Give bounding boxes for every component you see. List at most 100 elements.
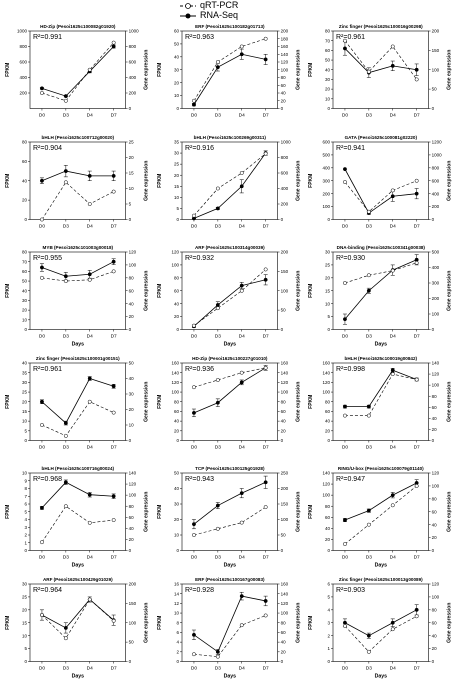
x-tick-label: D4 [238, 665, 244, 671]
qrt-point [63, 98, 68, 103]
left-tick-label: 10 [22, 418, 28, 423]
left-tick-label: 10 [174, 93, 180, 98]
plot-frame [332, 141, 430, 220]
left-axis-label: FPKM [157, 615, 163, 629]
r2-annotation: R²=0.903 [336, 587, 365, 594]
x-tick-label: D0 [342, 223, 348, 229]
left-tick-label: 30 [325, 77, 331, 82]
right-tick-label: 40 [280, 639, 286, 644]
left-tick-label: 200 [323, 191, 331, 196]
right-tick-label: 600 [432, 178, 440, 183]
right-axis-label: Gene expression [144, 160, 150, 200]
left-tick-label: 30 [22, 379, 28, 384]
qrt-point [111, 410, 116, 415]
left-tick-label: 200 [19, 91, 27, 96]
x-tick-label: D7 [414, 113, 420, 119]
right-axis-label: Gene expression [447, 271, 453, 311]
qrt-point [63, 504, 68, 509]
qrt-point [414, 77, 419, 82]
rnaseq-line [41, 261, 114, 277]
x-tick-label: D0 [39, 334, 45, 340]
chart-svg: Zinc finger (Pesoi1625c100013g00089) 0 1 2 3… [308, 577, 453, 680]
qrt-point [367, 649, 371, 654]
rnaseq-point [390, 620, 395, 625]
left-tick-label: 60 [174, 29, 180, 34]
x-tick-label: D4 [87, 665, 93, 671]
right-axis-label: Gene expression [447, 602, 453, 642]
x-axis-label: Days [72, 673, 85, 679]
rnaseq-point [111, 173, 116, 178]
chart-svg: Zinc finger (Pesoi1625c100016g00298) 0 10 2… [308, 24, 453, 119]
left-tick-label: 20 [22, 197, 28, 202]
left-tick-label: 25 [22, 594, 28, 599]
qrt-point [191, 98, 196, 103]
right-tick-label: 0 [432, 217, 435, 222]
qrt-point [40, 540, 44, 545]
left-tick-label: 2 [328, 633, 331, 638]
x-tick-label: D4 [87, 444, 93, 450]
qrt-point [239, 288, 244, 293]
x-tick-label: D3 [63, 665, 69, 671]
right-tick-label: 0 [432, 659, 435, 664]
left-tick-label: 25 [325, 263, 331, 268]
r2-annotation: R²=0.932 [185, 255, 214, 262]
left-tick-label: 600 [323, 139, 331, 144]
x-tick-label: D3 [366, 555, 372, 561]
r2-annotation: R²=0.930 [336, 255, 365, 262]
x-axis-label: Days [375, 342, 388, 348]
x-tick-label: D3 [63, 113, 69, 119]
x-tick-label: D0 [190, 555, 196, 561]
chart-title: ARF (Pesoi1625c100314g00039) [195, 245, 265, 250]
x-tick-label: D4 [390, 223, 396, 229]
right-tick-label: 400 [280, 186, 288, 191]
right-axis-label: Gene expression [144, 271, 150, 311]
chart-title: bHLH (Pesoi1625c100712g00020) [42, 135, 115, 140]
right-tick-label: 120 [280, 379, 288, 384]
right-axis-label: Gene expression [447, 381, 453, 421]
rnaseq-point [239, 52, 244, 57]
rnaseq-point [414, 191, 419, 196]
right-tick-label: 140 [280, 591, 288, 596]
rnaseq-point [263, 57, 268, 62]
qrt-point [367, 273, 371, 278]
left-tick-label: 0 [328, 327, 331, 332]
left-axis-label: FPKM [308, 284, 314, 298]
chart-title: ARF (Pesoi1625c100429g01029) [43, 577, 113, 582]
left-tick-label: 40 [22, 178, 28, 183]
chart-title: HD-Zip (Pesoi1625c100082g01920) [40, 24, 116, 29]
right-tick-label: 20 [280, 98, 286, 103]
right-tick-label: 120 [432, 581, 440, 586]
qrt-point [343, 542, 348, 546]
rnaseq-point [367, 404, 371, 409]
right-tick-label: 200 [432, 29, 440, 34]
qrt-point [343, 38, 348, 43]
left-tick-label: 35 [22, 370, 28, 375]
x-tick-label: D4 [390, 665, 396, 671]
rnaseq-point [263, 598, 268, 603]
right-tick-label: 100 [432, 484, 440, 489]
rnaseq-point [191, 632, 196, 637]
qrt-line [344, 179, 417, 212]
qrt-point [414, 260, 419, 265]
chart-panel: ARF (Pesoi1625c100429g01029) 0 5 10 15 20 25 30… [0, 575, 152, 685]
qrt-line [41, 181, 114, 220]
right-tick-label: 140 [280, 370, 288, 375]
qrt-point [367, 522, 371, 527]
qrt-line [193, 269, 266, 326]
plot-frame [29, 251, 126, 330]
rnaseq-point [367, 633, 371, 638]
left-tick-label: 20 [22, 399, 28, 404]
x-tick-label: D0 [39, 665, 45, 671]
x-tick-label: D0 [39, 113, 45, 119]
chart-svg: bHLH (Pesoi1625c100712g00020) 0 20 40 60 80 0 5… [5, 135, 150, 230]
x-tick-label: D4 [238, 223, 244, 229]
left-axis-label: FPKM [157, 394, 163, 408]
x-tick-label: D3 [63, 334, 69, 340]
right-tick-label: 1000 [432, 152, 443, 157]
right-tick-label: 20 [129, 407, 135, 412]
chart-title: DNA-binding (Pesoi1625c100341g00038) [337, 245, 426, 250]
chart-svg: Zinc finger (Pesoi1625c100001g00151) 0 5 10… [5, 356, 150, 451]
right-tick-label: 100 [280, 610, 288, 615]
qrt-point [40, 422, 44, 427]
right-tick-label: 120 [280, 600, 288, 605]
